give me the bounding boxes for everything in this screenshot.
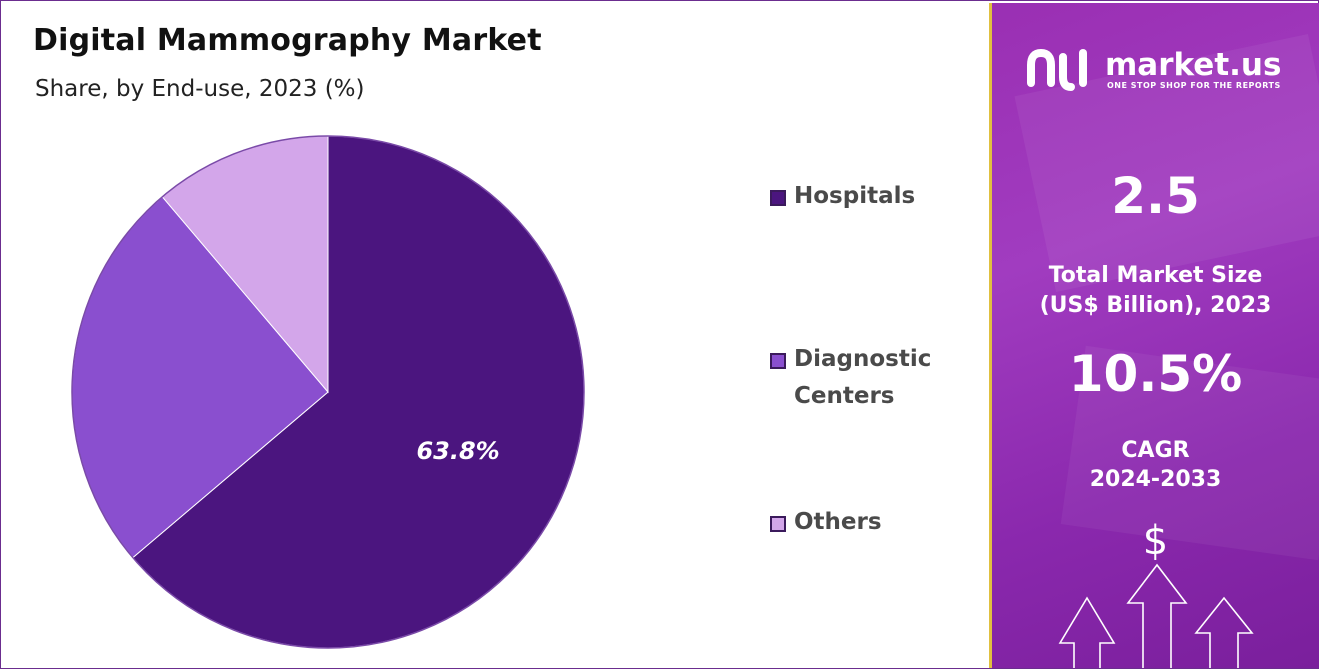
dollar-icon: $: [1142, 518, 1169, 564]
chart-panel: Digital Mammography Market Share, by End…: [2, 2, 987, 667]
legend-swatch-hospitals: [770, 190, 786, 206]
legend-swatch-diagnostic-centers: [770, 353, 786, 369]
legend-item-diagnostic-centers: Diagnostic Centers: [770, 346, 954, 415]
brand-logo: market.us ONE STOP SHOP FOR THE REPORTS: [1025, 43, 1295, 93]
legend-label-diagnostic-centers: Diagnostic Centers: [794, 346, 932, 409]
cagr-value: 10.5%: [1068, 345, 1243, 403]
cagr-label-line1: CAGR: [1121, 438, 1190, 463]
legend-swatch-others: [770, 516, 786, 532]
chart-title: Digital Mammography Market: [33, 23, 542, 58]
legend-label-hospitals: Hospitals: [794, 183, 916, 209]
legend-item-others: Others: [770, 509, 954, 541]
pie-chart: 63.8%: [71, 135, 585, 649]
legend-label-others: Others: [794, 509, 882, 535]
market-size-value: 2.5: [1111, 167, 1200, 225]
legend-item-hospitals: Hospitals: [770, 183, 954, 215]
cagr-label-line2: 2024-2033: [1089, 467, 1222, 492]
market-size-label-line2: (US$ Billion), 2023: [1039, 293, 1272, 318]
market-size-label-line1: Total Market Size: [1048, 263, 1263, 288]
brand-name: market.us: [1105, 47, 1282, 83]
summary-panel: market.us ONE STOP SHOP FOR THE REPORTS …: [989, 3, 1319, 668]
brand-tagline: ONE STOP SHOP FOR THE REPORTS: [1107, 81, 1281, 90]
growth-arrows-icon: [1058, 563, 1254, 668]
pie-outline: [71, 135, 585, 649]
market-us-logo-icon: [1027, 48, 1087, 91]
data-label-hospitals: 63.8%: [416, 437, 499, 465]
chart-subtitle: Share, by End-use, 2023 (%): [35, 76, 365, 102]
